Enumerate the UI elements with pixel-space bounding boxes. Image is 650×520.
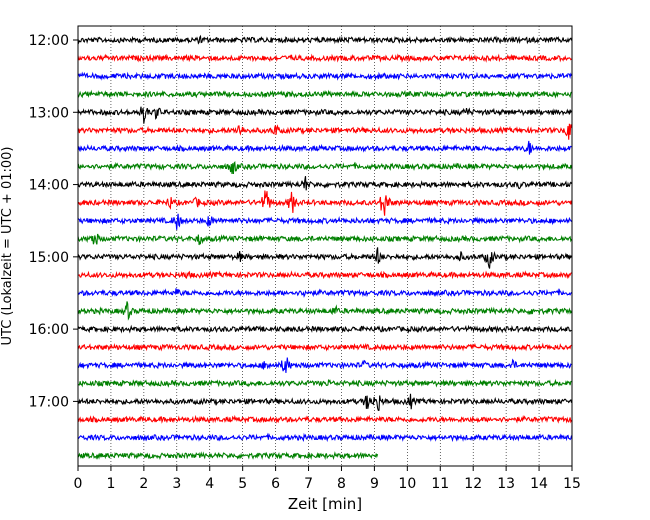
x-tick-label: 1: [106, 476, 115, 492]
trace-line: [77, 357, 572, 373]
x-tick-label: 11: [431, 476, 449, 492]
x-tick-label: 6: [271, 476, 280, 492]
x-tick-label: 14: [530, 476, 548, 492]
x-axis-ticks: 0 1 2 3 4 5 6 7 8 9 10 11 12 13 14 15: [74, 466, 581, 492]
x-tick-label: 12: [464, 476, 482, 492]
y-axis-label: UTC (Lokalzeit = UTC + 01:00): [0, 147, 15, 346]
plot-area: [78, 26, 572, 466]
trace-line: [77, 160, 573, 175]
vertical-gridlines: [110, 26, 540, 466]
x-tick-label: 7: [304, 476, 313, 492]
trace-line: [77, 270, 572, 280]
trace-line: [77, 140, 572, 155]
x-tick-label: 5: [238, 476, 247, 492]
trace-line: [77, 451, 379, 461]
y-tick-label: 13:00: [29, 105, 69, 121]
trace-line: [78, 190, 573, 216]
x-tick-label: 10: [398, 476, 416, 492]
x-tick-label: 3: [172, 476, 181, 492]
x-tick-label: 8: [337, 476, 346, 492]
trace-line: [77, 288, 572, 298]
x-tick-label: 2: [139, 476, 148, 492]
trace-line: [77, 213, 572, 230]
trace-lines: [77, 34, 573, 461]
y-tick-label: 14:00: [29, 178, 69, 194]
y-tick-label: 15:00: [29, 250, 69, 266]
y-tick-label: 12:00: [29, 33, 69, 49]
trace-line: [77, 89, 572, 99]
x-tick-label: 13: [497, 476, 515, 492]
trace-line: [77, 34, 573, 45]
trace-line: [77, 53, 572, 63]
trace-line: [77, 342, 572, 352]
y-tick-label: 16:00: [29, 322, 69, 338]
x-tick-label: 4: [205, 476, 214, 492]
trace-line: [77, 378, 572, 388]
x-tick-label: 15: [563, 476, 581, 492]
plot-frame: [77, 25, 573, 467]
trace-line: [77, 106, 572, 124]
trace-line: [77, 301, 573, 321]
trace-line: [77, 324, 572, 334]
y-axis-ticks: 12:00 13:00 14:00 15:00 16:00 17:00: [29, 33, 78, 410]
x-tick-label: 9: [370, 476, 379, 492]
x-axis-label: Zeit [min]: [288, 495, 362, 513]
y-tick-label: 17:00: [29, 394, 69, 410]
trace-line: [77, 71, 573, 81]
trace-line: [77, 432, 573, 443]
trace-line: [77, 393, 573, 412]
trace-line: [77, 233, 573, 246]
trace-line: [77, 123, 573, 140]
trace-line: [77, 176, 572, 191]
trace-line: [77, 247, 573, 269]
x-tick-label: 0: [74, 476, 83, 492]
trace-line: [77, 414, 573, 424]
